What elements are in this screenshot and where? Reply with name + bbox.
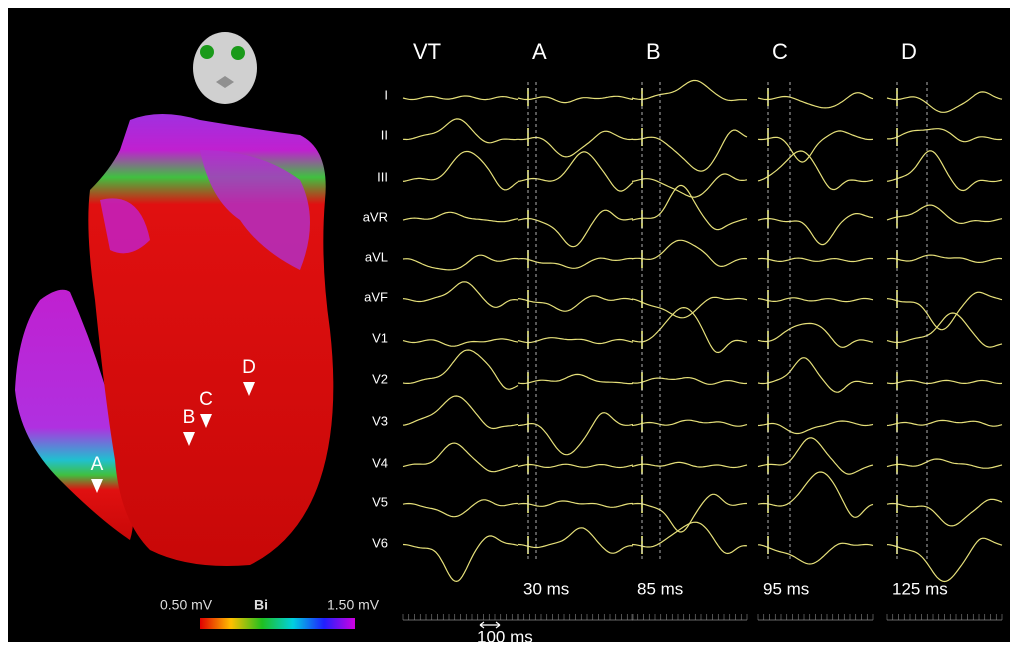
lead-label: III bbox=[377, 169, 388, 184]
delay-label: 30 ms bbox=[523, 579, 569, 598]
site-label: D bbox=[242, 357, 256, 378]
column-header: A bbox=[532, 39, 547, 64]
lead-label: V6 bbox=[372, 535, 388, 550]
colorbar-min: 0.50 mV bbox=[160, 597, 213, 613]
lead-label: aVL bbox=[365, 249, 388, 264]
figure: 0.50 mV Bi 1.50 mV ABCDVTABCDIIIIIIaVRaV… bbox=[0, 0, 1016, 648]
lead-label: aVR bbox=[363, 209, 388, 224]
lead-label: V4 bbox=[372, 455, 388, 470]
lead-label: V1 bbox=[372, 330, 388, 345]
column-header: C bbox=[772, 39, 788, 64]
lead-label: V5 bbox=[372, 494, 388, 509]
lead-label: II bbox=[381, 127, 388, 142]
column-header: B bbox=[646, 39, 661, 64]
lead-label: V3 bbox=[372, 413, 388, 428]
head-icon bbox=[193, 32, 257, 104]
column-header: VT bbox=[413, 39, 441, 64]
column-header: D bbox=[901, 39, 917, 64]
colorbar bbox=[200, 618, 355, 629]
lead-label: I bbox=[384, 87, 388, 102]
delay-label: 85 ms bbox=[637, 579, 683, 598]
colorbar-max: 1.50 mV bbox=[327, 597, 380, 613]
scale-label: 100 ms bbox=[477, 627, 533, 646]
lead-label: V2 bbox=[372, 371, 388, 386]
site-label: C bbox=[199, 389, 213, 410]
colorbar-title: Bi bbox=[254, 597, 268, 613]
delay-label: 95 ms bbox=[763, 579, 809, 598]
site-label: B bbox=[183, 407, 196, 428]
lead-label: aVF bbox=[364, 289, 388, 304]
delay-label: 125 ms bbox=[892, 579, 948, 598]
site-label: A bbox=[91, 454, 104, 475]
